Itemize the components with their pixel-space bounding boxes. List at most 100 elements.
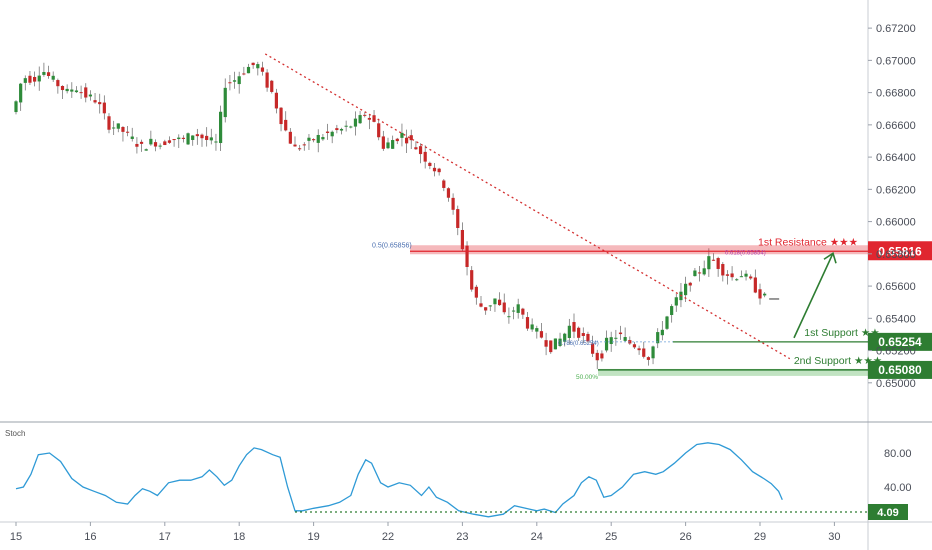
candle-body — [446, 188, 451, 198]
candle-body — [735, 279, 739, 281]
candle-body — [711, 259, 716, 261]
candle-body — [205, 135, 209, 140]
candle-body — [521, 308, 525, 315]
candle-body — [339, 128, 344, 131]
candle-body — [614, 337, 618, 339]
candle-body — [195, 134, 199, 137]
candle-body — [33, 76, 37, 82]
candle-body — [214, 141, 218, 143]
price-tick-label: 0.66600 — [876, 120, 916, 132]
fib-label-bottom: 50.00% — [576, 374, 598, 381]
candle-body — [79, 92, 83, 94]
candles — [14, 61, 780, 370]
date-tick-label: 24 — [531, 531, 543, 543]
candle-body — [563, 333, 567, 342]
candle-body — [684, 283, 688, 296]
candle-body — [349, 126, 353, 128]
candle-body — [335, 128, 339, 131]
candle-body — [144, 149, 148, 151]
candle-body — [60, 85, 65, 91]
date-tick-label: 25 — [605, 531, 617, 543]
resistance-price-label: 0.65816 — [878, 244, 922, 258]
candle-body — [270, 80, 274, 92]
candle-body — [330, 131, 334, 137]
candle-body — [325, 131, 330, 133]
candle-body — [567, 325, 571, 338]
fib-label-support: 0.786(0.65254) — [558, 341, 599, 347]
candle-body — [312, 139, 316, 141]
candle-body — [549, 340, 553, 353]
candle-body — [465, 245, 469, 267]
date-tick-label: 29 — [754, 531, 766, 543]
candle-body — [102, 102, 106, 114]
support1-price-label: 0.65254 — [878, 335, 922, 349]
candle-body — [493, 298, 497, 305]
candle-body — [98, 102, 102, 105]
candle-body — [37, 75, 41, 82]
projection-arrow-shaft — [793, 252, 834, 339]
candle-body — [139, 141, 144, 144]
candle-body — [618, 332, 623, 335]
candle-body — [474, 286, 478, 298]
fib-label-resistance: 0.5(0.65856) — [372, 242, 412, 249]
candle-body — [186, 133, 190, 145]
candle-body — [418, 146, 423, 155]
axes: 0.67200 0.67000 0.66800 0.66600 0.66400 0.662… — [10, 23, 916, 543]
candle-body — [93, 100, 97, 103]
candle-body — [265, 72, 269, 88]
resistance-zone — [410, 245, 868, 255]
date-tick-label: 19 — [307, 531, 319, 543]
candle-body — [307, 137, 311, 141]
resistance-price-tag — [868, 241, 932, 261]
candle-body — [646, 357, 650, 360]
support2-zone — [598, 368, 868, 376]
candle-body — [525, 317, 530, 329]
candle-body — [488, 305, 492, 307]
candle-body — [591, 343, 595, 354]
candle-body — [600, 353, 604, 359]
candle-body — [656, 332, 660, 344]
candle-body — [321, 137, 325, 140]
date-tick-label: 30 — [828, 531, 840, 543]
candle-body — [604, 337, 609, 351]
stoch-title: Stoch — [5, 429, 25, 438]
candle-body — [42, 71, 46, 75]
candle-body — [758, 289, 762, 299]
candle-body — [609, 337, 613, 345]
candle-body — [502, 302, 506, 313]
candle-body — [484, 307, 488, 311]
candle-body — [46, 72, 51, 77]
candle-body — [316, 134, 320, 143]
candle-body — [409, 135, 413, 141]
candle-body — [623, 337, 627, 341]
candle-body — [23, 78, 27, 83]
candle-body — [246, 66, 251, 74]
candle-body — [391, 140, 395, 149]
candle-body — [302, 144, 306, 146]
candle-body — [51, 75, 55, 80]
candle-body — [460, 229, 464, 250]
price-tick-label: 0.65000 — [876, 378, 916, 390]
candle-body — [479, 303, 483, 307]
stochastic-panel: Stoch 80.00 40.00 4.09 — [5, 429, 912, 520]
candle-body — [572, 322, 576, 332]
candle-body — [697, 272, 702, 274]
date-tick-label: 18 — [233, 531, 245, 543]
candle-body — [498, 299, 502, 306]
candle-body — [107, 116, 111, 130]
candle-body — [153, 142, 158, 147]
candle-body — [367, 117, 371, 120]
candle-body — [674, 297, 678, 306]
candle-body — [209, 137, 213, 141]
candle-body — [730, 273, 734, 278]
candle-body — [121, 126, 125, 132]
candle-body — [595, 352, 599, 361]
candle-body — [428, 162, 432, 167]
candle-body — [88, 94, 92, 97]
candle-body — [642, 348, 646, 357]
candle-body — [28, 75, 32, 83]
candle-body — [739, 276, 743, 278]
candle-body — [651, 346, 655, 359]
support1-label: 1st Support ★★ — [804, 327, 879, 339]
candle-body — [130, 136, 134, 139]
